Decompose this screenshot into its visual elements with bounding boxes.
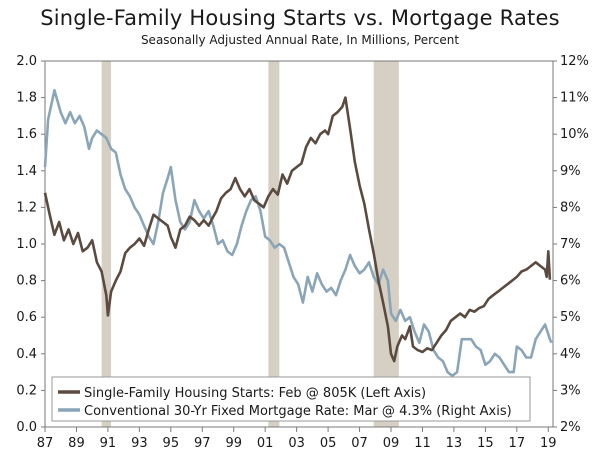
y-left-tick-label: 0.6	[16, 310, 37, 325]
x-tick-label: 03	[288, 436, 305, 451]
x-tick-label: 11	[414, 436, 431, 451]
y-left-tick-label: 1.4	[16, 164, 37, 179]
x-tick-label: 13	[446, 436, 463, 451]
recession-bands	[101, 61, 399, 427]
x-axis: 87 89 91 93 95 97 99 01 03 05 07 09 11 13 15 17 19	[37, 427, 557, 451]
y-left-tick-label: 2.0	[16, 54, 37, 69]
x-tick-label: 05	[320, 436, 337, 451]
legend: Single-Family Housing Starts: Feb @ 805K…	[51, 376, 531, 422]
x-tick-label: 07	[351, 436, 368, 451]
y-right-tick-label: 5%	[560, 310, 581, 325]
x-tick-label: 87	[37, 436, 54, 451]
y-right-tick-label: 10%	[560, 127, 589, 142]
y-left-tick-label: 1.6	[16, 127, 37, 142]
y-right-tick-label: 12%	[560, 54, 589, 69]
x-tick-label: 99	[225, 436, 242, 451]
x-tick-label: 93	[131, 436, 148, 451]
x-tick-label: 91	[100, 436, 117, 451]
mortgage-rate-line	[43, 89, 553, 378]
housing-starts-line	[43, 96, 552, 363]
x-tick-label: 89	[68, 436, 85, 451]
plot-frame	[44, 60, 554, 428]
recession-band	[373, 61, 399, 427]
x-tick-label: 17	[509, 436, 526, 451]
x-tick-label: 15	[477, 436, 494, 451]
legend-label: Single-Family Housing Starts: Feb @ 805K…	[84, 386, 426, 401]
y-right-tick-label: 3%	[560, 383, 581, 398]
y-axis-left: 0.0 0.2 0.4 0.6 0.8 1.0 1.2 1.4 1.6 1.8 2.0	[16, 54, 45, 435]
y-left-tick-label: 1.0	[16, 237, 37, 252]
chart-subtitle: Seasonally Adjusted Annual Rate, In Mill…	[140, 33, 460, 47]
y-right-tick-label: 11%	[560, 91, 589, 106]
y-right-tick-label: 7%	[560, 237, 581, 252]
y-left-tick-label: 0.8	[16, 274, 37, 289]
legend-label: Conventional 30-Yr Fixed Mortgage Rate: …	[84, 404, 512, 419]
y-right-tick-label: 9%	[560, 164, 581, 179]
chart-title: Single-Family Housing Starts vs. Mortgag…	[40, 6, 560, 30]
x-tick-label: 19	[540, 436, 557, 451]
x-tick-label: 09	[383, 436, 400, 451]
y-left-tick-label: 0.2	[16, 383, 37, 398]
y-right-tick-label: 4%	[560, 347, 581, 362]
x-tick-label: 97	[194, 436, 211, 451]
recession-band	[101, 61, 112, 427]
series-lines	[43, 89, 553, 378]
y-right-tick-label: 8%	[560, 200, 581, 215]
legend-box	[51, 376, 531, 422]
y-right-tick-label: 2%	[560, 420, 581, 435]
y-left-tick-label: 1.2	[16, 200, 37, 215]
x-tick-label: 01	[257, 436, 274, 451]
x-tick-label: 95	[163, 436, 180, 451]
y-left-tick-label: 0.0	[16, 420, 37, 435]
y-right-tick-label: 6%	[560, 274, 581, 289]
y-axis-right: 2% 3% 4% 5% 6% 7% 8% 9% 10% 11% 12%	[553, 54, 589, 435]
recession-band	[268, 61, 280, 427]
y-left-tick-label: 0.4	[16, 347, 37, 362]
y-left-tick-label: 1.8	[16, 91, 37, 106]
